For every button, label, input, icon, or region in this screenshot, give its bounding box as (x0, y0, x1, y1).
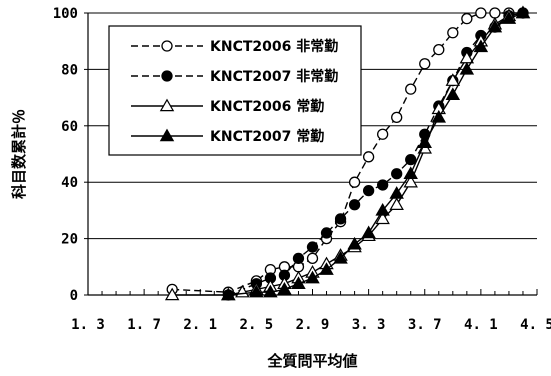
data-point (263, 284, 278, 298)
y-tick-label: 20 (61, 232, 78, 248)
y-tick-label: 80 (61, 62, 78, 78)
data-point (292, 252, 305, 264)
data-point (389, 186, 404, 199)
y-axis-title: 科目数累計％ (10, 109, 28, 199)
legend-label: KNCT2006 常勤 (210, 98, 324, 115)
data-point (305, 270, 320, 284)
series-1 (166, 7, 529, 298)
data-point (501, 11, 517, 24)
data-point (391, 111, 403, 123)
data-point (375, 202, 390, 216)
legend: KNCT2006 非常勤 KNCT2007 非常勤 KNCT2006 常勤 KNCT2… (108, 25, 362, 156)
data-point (459, 61, 475, 75)
x-tick-label: 1. 7 (127, 317, 161, 333)
legend-entry: KNCT2007 非常勤 (131, 68, 338, 85)
data-point (377, 128, 389, 140)
data-point (405, 153, 417, 166)
legend-marker (161, 40, 173, 52)
legend-marker (159, 98, 175, 112)
legend-entry: KNCT2006 非常勤 (131, 38, 338, 55)
data-point (445, 87, 461, 101)
axes (84, 12, 538, 296)
data-point (347, 236, 362, 250)
legend-box (108, 25, 362, 156)
data-point (375, 211, 390, 225)
data-point (320, 227, 333, 239)
data-point (391, 168, 403, 180)
x-tick-label: 3. 7 (408, 317, 442, 333)
data-point (403, 166, 418, 179)
x-tick-label: 3. 3 (352, 317, 386, 333)
data-point (362, 151, 375, 163)
x-tick-label: 1. 3 (71, 317, 105, 333)
data-point (319, 262, 334, 275)
data-point (473, 39, 489, 53)
data-point (221, 287, 236, 301)
series-4 (221, 5, 531, 301)
y-tick-label: 40 (61, 175, 78, 191)
data-point (433, 44, 445, 56)
data-point (431, 109, 447, 123)
data-point (417, 135, 432, 148)
data-point (489, 7, 501, 19)
data-point (515, 5, 531, 19)
data-point (348, 199, 361, 211)
x-axis-title: 全質問平均値 (266, 352, 357, 370)
data-point (405, 83, 417, 95)
x-tick-label: 2. 9 (296, 317, 330, 333)
legend-label: KNCT2007 非常勤 (210, 68, 338, 85)
x-tick-label: 2. 1 (183, 317, 217, 333)
data-point (461, 12, 473, 25)
x-tick-label: 2. 5 (240, 317, 274, 333)
data-point (306, 252, 319, 264)
data-point (389, 197, 404, 211)
data-point (487, 19, 503, 33)
data-point (306, 241, 319, 253)
data-point (277, 281, 292, 295)
y-tick-label: 60 (61, 119, 78, 135)
data-point (419, 58, 431, 70)
data-point (377, 179, 389, 191)
data-point (447, 27, 459, 39)
series-line (228, 12, 524, 296)
legend-marker (159, 128, 175, 142)
series-group (164, 5, 531, 301)
x-tick-label: 4. 5 (520, 317, 551, 333)
data-point (333, 250, 348, 264)
legend-entry: KNCT2007 常勤 (131, 128, 324, 145)
series-line (172, 12, 523, 293)
legend-marker (161, 70, 173, 82)
x-tick-labels: 1. 3 1. 7 2. 1 2. 5 2. 9 3. 3 3. 7 4. 1 4. 5 (71, 317, 551, 333)
legend-label: KNCT2006 非常勤 (210, 38, 338, 55)
data-point (334, 213, 347, 225)
data-point (164, 287, 180, 301)
data-point (445, 73, 461, 86)
y-tick-label: 100 (53, 6, 78, 22)
legend-label: KNCT2007 常勤 (210, 128, 324, 145)
data-point (291, 276, 306, 289)
x-tick-label: 4. 1 (464, 317, 498, 333)
data-point (403, 174, 418, 188)
data-point (362, 185, 375, 197)
data-point (348, 176, 361, 188)
data-point (249, 284, 264, 298)
data-point (475, 7, 487, 19)
legend-entry: KNCT2006 常勤 (131, 98, 324, 115)
data-point (361, 225, 376, 239)
y-tick-labels: 0 20 40 60 80 100 (53, 6, 78, 304)
y-tick-label: 0 (70, 288, 78, 304)
